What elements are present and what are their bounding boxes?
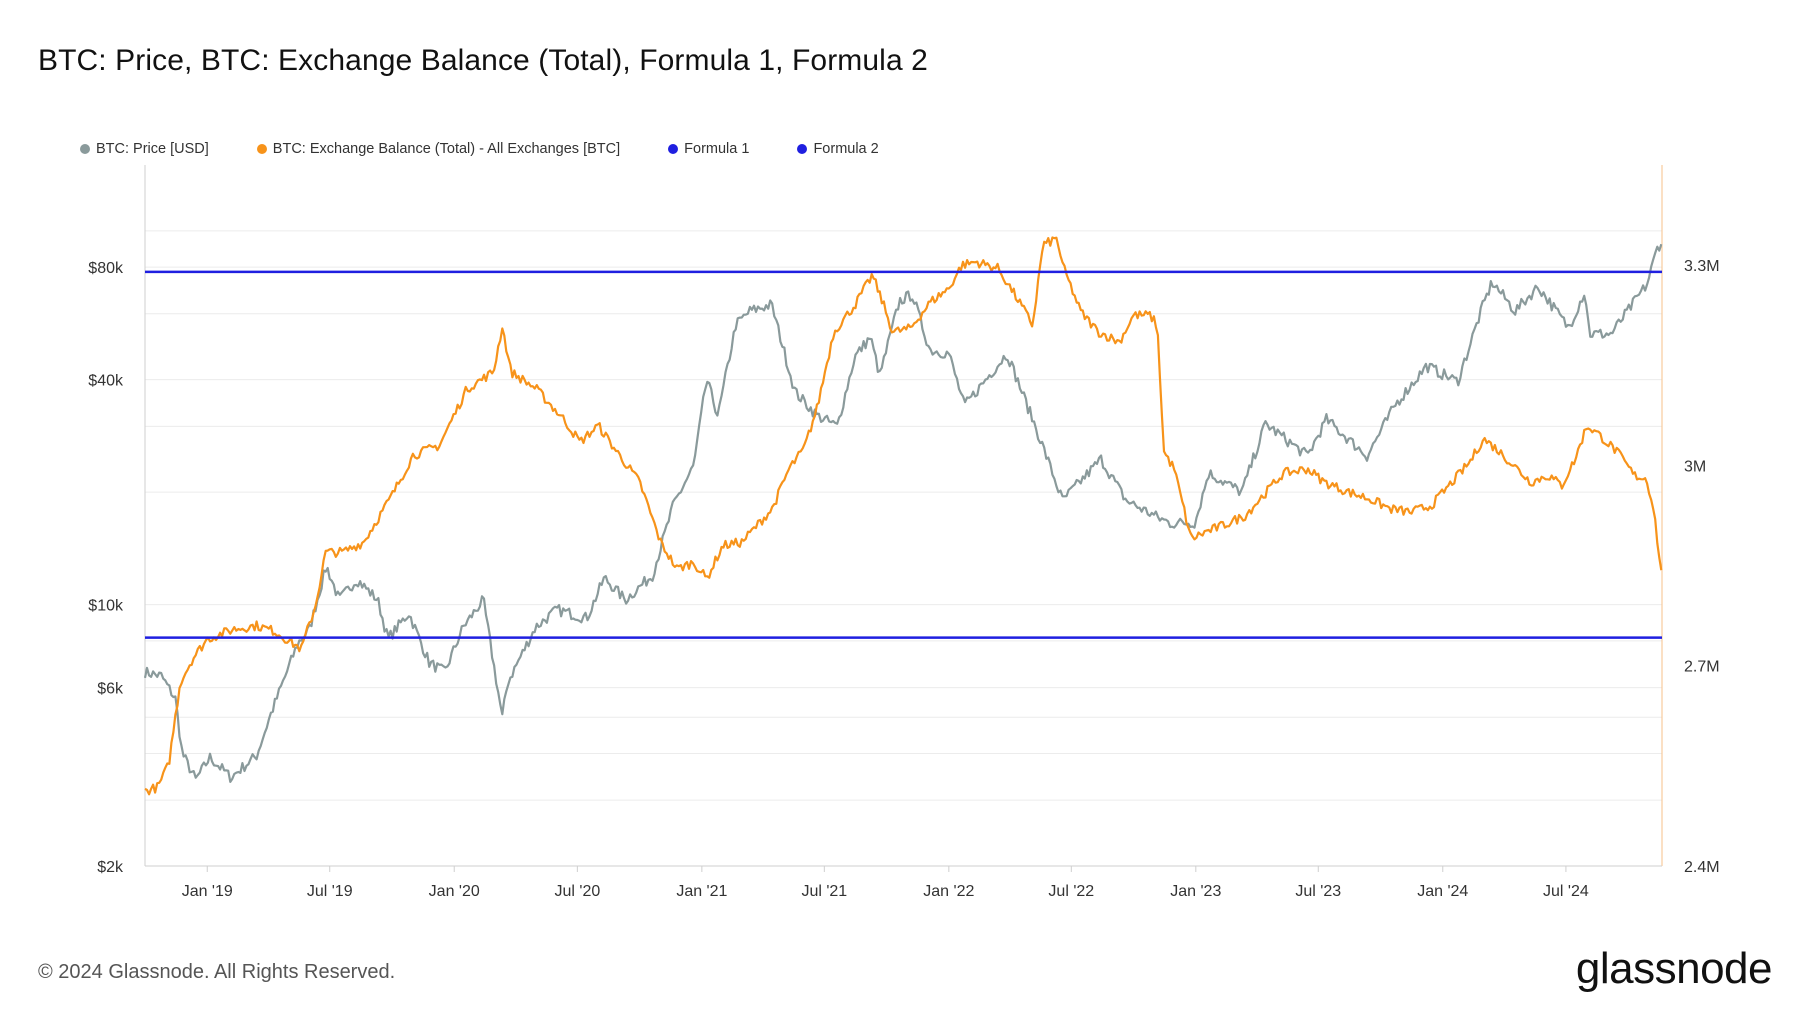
x-tick-label: Jul '21 — [801, 883, 847, 900]
series-line-exchange-balance — [144, 236, 1663, 796]
legend-label-exchange-balance: BTC: Exchange Balance (Total) - All Exch… — [272, 141, 621, 157]
y-left-tick-label: $2k — [97, 859, 124, 876]
legend-label-price: BTC: Price [USD] — [96, 141, 209, 157]
y-left-tick-label: $40k — [88, 373, 124, 390]
x-tick-label: Jan '22 — [923, 883, 974, 900]
copyright-footer: © 2024 Glassnode. All Rights Reserved. — [38, 961, 396, 983]
y-right-tick-label: 3.3M — [1684, 258, 1720, 275]
x-tick-label: Jul '22 — [1048, 883, 1094, 900]
legend-label-formula-2: Formula 2 — [813, 141, 879, 157]
chart-legend: BTC: Price [USD] BTC: Exchange Balance (… — [80, 141, 879, 157]
y-left-tick-label: $6k — [97, 681, 124, 698]
x-tick-label: Jan '19 — [182, 883, 233, 900]
legend-label-formula-1: Formula 1 — [684, 141, 750, 157]
glassnode-logo: glassnode — [1575, 944, 1773, 993]
x-tick-label: Jan '23 — [1170, 883, 1221, 900]
legend-item-formula-1[interactable]: Formula 1 — [668, 141, 749, 157]
y-right-tick-label: 2.7M — [1684, 659, 1720, 676]
legend-item-btc-price[interactable]: BTC: Price [USD] — [80, 141, 209, 157]
x-tick-label: Jul '20 — [554, 883, 600, 900]
x-tick-label: Jan '21 — [676, 883, 727, 900]
legend-item-formula-2[interactable]: Formula 2 — [797, 141, 879, 157]
x-tick-label: Jul '19 — [307, 883, 353, 900]
y-right-tick-label: 2.4M — [1684, 859, 1720, 876]
x-tick-label: Jul '24 — [1543, 883, 1589, 900]
series-line-btc-price — [143, 243, 1663, 783]
x-tick-label: Jan '24 — [1417, 883, 1468, 900]
legend-item-exchange-balance[interactable]: BTC: Exchange Balance (Total) - All Exch… — [256, 141, 621, 157]
legend-dot-formula-1 — [668, 144, 679, 154]
y-left-tick-label: $10k — [88, 598, 124, 615]
legend-dot-formula-2 — [797, 144, 808, 154]
x-tick-label: Jul '23 — [1295, 883, 1341, 900]
x-tick-label: Jan '20 — [429, 883, 480, 900]
y-left-tick-label: $80k — [88, 260, 124, 277]
y-right-tick-label: 3M — [1684, 458, 1706, 475]
chart-title: BTC: Price, BTC: Exchange Balance (Total… — [38, 44, 928, 77]
legend-dot-price — [80, 144, 90, 154]
legend-dot-exchange-balance — [256, 144, 267, 154]
